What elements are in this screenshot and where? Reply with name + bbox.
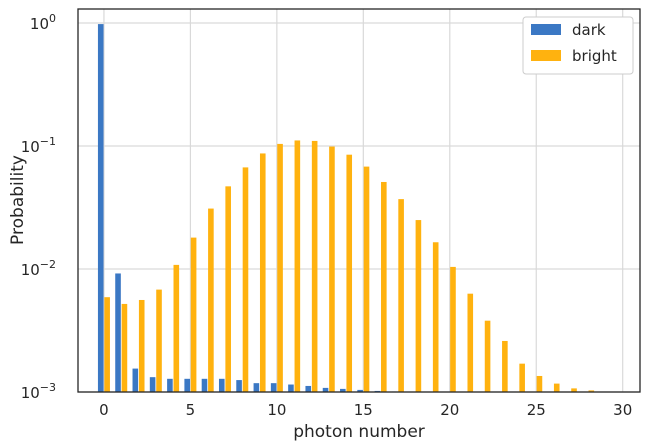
bar-dark bbox=[340, 388, 346, 392]
bar-bright bbox=[553, 383, 560, 392]
bar-dark bbox=[149, 377, 156, 392]
y-tick-label: 10−2 bbox=[21, 258, 56, 279]
bar-bright bbox=[242, 167, 249, 392]
x-tick-label: 25 bbox=[527, 401, 546, 419]
bar-dark bbox=[184, 378, 190, 392]
legend-label-dark: dark bbox=[572, 21, 606, 39]
bar-bright bbox=[294, 140, 301, 392]
x-tick-label: 15 bbox=[354, 401, 373, 419]
y-tick-label: 10−3 bbox=[21, 381, 56, 402]
legend-label-bright: bright bbox=[572, 47, 617, 65]
bar-bright bbox=[502, 340, 508, 392]
legend: dark bright bbox=[522, 16, 634, 75]
bar-bright bbox=[432, 242, 439, 392]
bar-bright bbox=[190, 237, 197, 392]
bars bbox=[97, 24, 595, 393]
bar-bright bbox=[571, 388, 577, 392]
bar-bright bbox=[259, 153, 266, 392]
bar-bright bbox=[329, 146, 335, 392]
bar-bright bbox=[484, 320, 491, 392]
bar-bright bbox=[467, 293, 474, 392]
bar-bright bbox=[121, 303, 128, 392]
y-ticks: 100 10−1 10−2 10−3 bbox=[21, 12, 56, 402]
bar-bright bbox=[363, 166, 370, 392]
x-axis-label: photon number bbox=[293, 422, 425, 442]
bar-dark bbox=[132, 368, 139, 392]
bar-dark bbox=[97, 24, 104, 393]
bar-bright bbox=[156, 289, 162, 392]
bar-dark bbox=[115, 273, 121, 392]
bar-dark bbox=[201, 378, 208, 392]
bar-bright bbox=[398, 199, 404, 392]
y-tick-label: 100 bbox=[30, 12, 56, 33]
legend-swatch-dark bbox=[531, 24, 561, 35]
x-ticks: 0 5 10 15 20 25 30 bbox=[99, 401, 632, 419]
x-tick-label: 20 bbox=[440, 401, 459, 419]
x-tick-label: 5 bbox=[186, 401, 196, 419]
bar-bright bbox=[208, 208, 214, 392]
bar-bright bbox=[173, 264, 180, 392]
bar-bright bbox=[311, 140, 318, 392]
x-tick-label: 10 bbox=[267, 401, 286, 419]
bar-dark bbox=[322, 387, 329, 392]
legend-swatch-bright bbox=[531, 50, 561, 61]
bar-dark bbox=[288, 384, 294, 392]
bar-dark bbox=[270, 383, 277, 392]
bar-bright bbox=[415, 220, 422, 392]
x-tick-label: 30 bbox=[613, 401, 632, 419]
bar-dark bbox=[305, 385, 312, 392]
bar-dark bbox=[253, 383, 260, 392]
plot-frame bbox=[77, 8, 641, 393]
x-tick-label: 0 bbox=[99, 401, 109, 419]
bar-bright bbox=[381, 181, 387, 392]
bar-bright bbox=[225, 186, 231, 392]
bar-bright bbox=[450, 266, 456, 392]
bar-bright bbox=[104, 297, 110, 392]
y-tick-label: 10−1 bbox=[21, 135, 56, 156]
bar-bright bbox=[138, 299, 145, 392]
bar-bright bbox=[536, 375, 543, 392]
bar-bright bbox=[346, 154, 353, 392]
y-axis-label: Probability bbox=[8, 155, 28, 245]
bar-bright bbox=[519, 363, 525, 392]
bar-dark bbox=[218, 378, 225, 392]
bar-bright bbox=[588, 390, 595, 392]
bar-dark bbox=[357, 389, 363, 392]
bar-dark bbox=[236, 380, 242, 392]
bar-dark bbox=[167, 378, 173, 392]
bar-bright bbox=[277, 143, 283, 392]
